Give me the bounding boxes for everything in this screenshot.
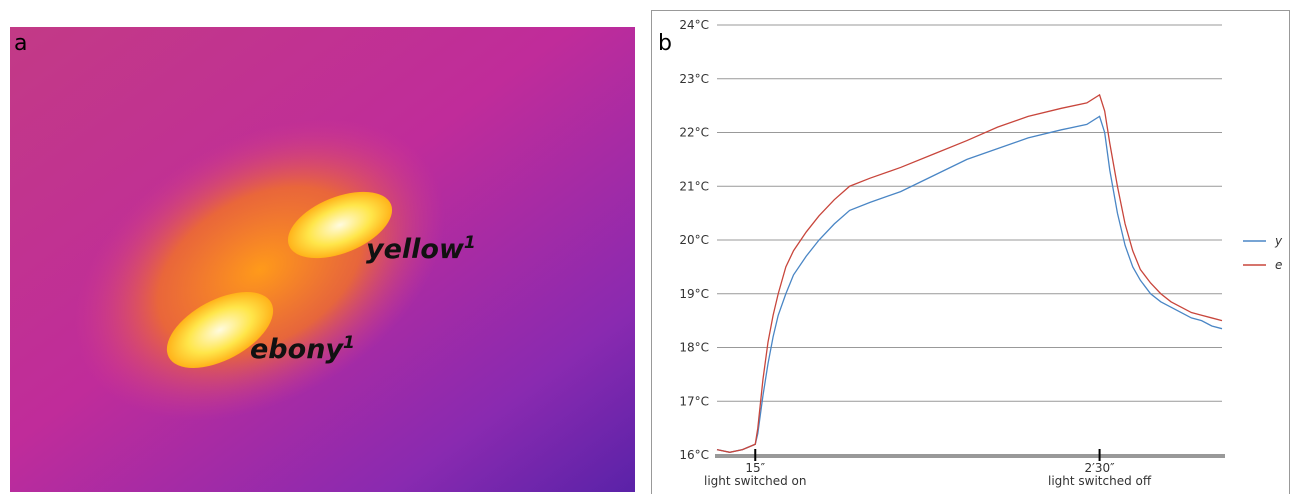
annotation: yellow1 <box>366 233 476 265</box>
series-line <box>716 115 1223 453</box>
annotation-text: yellow <box>366 234 465 265</box>
panel-label: a <box>14 31 27 56</box>
annotation-text: ebony <box>250 334 344 365</box>
y-tick-label: 24°C <box>679 18 709 32</box>
y-tick-label: 16°C <box>679 448 709 462</box>
y-tick-label: 21°C <box>679 179 709 193</box>
y-tick-label: 23°C <box>679 72 709 86</box>
annotation-sup: 1 <box>343 333 355 353</box>
x-tick-label: 2′30″ <box>1085 461 1116 475</box>
y-tick-label: 20°C <box>679 233 709 247</box>
y-tick-label: 18°C <box>679 341 709 355</box>
chart: 16°C17°C18°C19°C20°C21°C22°C23°C24°C15″l… <box>679 18 1283 488</box>
legend-label: y <box>1274 234 1283 248</box>
thermal-image: a yellow1 ebony1 <box>10 27 635 492</box>
annotation-sup: 1 <box>464 233 476 253</box>
annotation: ebony1 <box>250 333 355 365</box>
panel-label: b <box>658 31 672 56</box>
x-tick-label: 15″ <box>745 461 765 475</box>
y-tick-label: 22°C <box>679 126 709 140</box>
series-line <box>716 93 1223 453</box>
y-tick-label: 17°C <box>679 394 709 408</box>
chart-frame <box>651 10 1290 494</box>
legend-label: e <box>1275 258 1282 272</box>
x-tick-note: light switched off <box>1048 474 1152 488</box>
y-tick-label: 19°C <box>679 287 709 301</box>
x-tick-note: light switched on <box>704 474 806 488</box>
